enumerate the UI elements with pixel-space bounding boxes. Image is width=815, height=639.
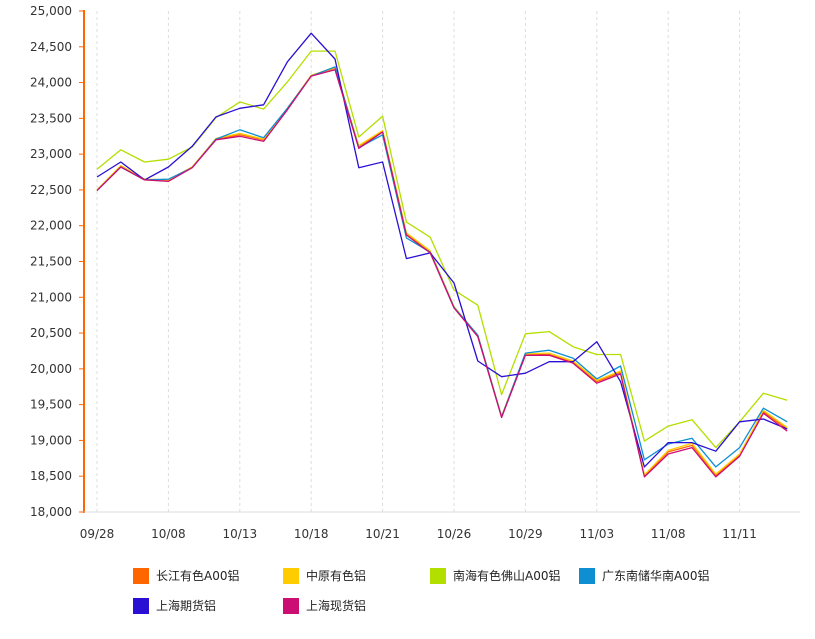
x-tick-label: 11/03 (580, 527, 615, 541)
y-tick-label: 22,000 (30, 219, 72, 233)
x-tick-label: 10/21 (365, 527, 400, 541)
y-tick-label: 19,500 (30, 398, 72, 412)
y-tick-label: 22,500 (30, 183, 72, 197)
y-tick-label: 19,000 (30, 433, 72, 447)
y-tick-label: 23,500 (30, 111, 72, 125)
legend-label: 中原有色铝 (306, 569, 367, 583)
series-lines (96, 32, 788, 478)
y-tick-label: 25,000 (30, 4, 72, 18)
legend-swatch (133, 597, 149, 614)
legend-swatch (133, 567, 149, 584)
legend-label: 长江有色A00铝 (156, 569, 240, 583)
y-tick-label: 24,000 (30, 76, 72, 90)
series-line-4 (96, 32, 788, 468)
y-tick-label: 24,500 (30, 40, 72, 54)
x-tick-label: 10/26 (437, 527, 472, 541)
x-tick-label: 11/11 (722, 527, 757, 541)
legend-swatch (283, 597, 299, 614)
x-axis: 09/28 10/08 10/13 10/18 10/21 10/26 10/29 11/03… (80, 511, 800, 541)
series-line-0 (96, 67, 788, 477)
legend-swatch (283, 567, 299, 584)
y-axis: 18,000 18,500 19,000 19,500 20,000 20,500 21,0… (30, 4, 85, 519)
legend-label: 上海现货铝 (306, 599, 367, 613)
legend-item-changjiang[interactable]: 长江有色A00铝 (133, 567, 239, 584)
legend-item-zhongyuan[interactable]: 中原有色铝 (283, 567, 366, 584)
legend-label: 上海期货铝 (156, 599, 217, 613)
series-line-1 (96, 66, 788, 476)
y-tick-label: 21,000 (30, 290, 72, 304)
legend-item-shfe[interactable]: 上海期货铝 (133, 597, 216, 614)
series-line-2 (96, 50, 788, 449)
series-line-3 (96, 66, 788, 468)
y-tick-label: 23,000 (30, 147, 72, 161)
legend-label: 广东南储华南A00铝 (602, 569, 710, 583)
legend-swatch (579, 567, 595, 584)
x-tick-label: 10/29 (508, 527, 543, 541)
y-tick-label: 20,000 (30, 362, 72, 376)
y-tick-label: 20,500 (30, 326, 72, 340)
x-tick-label: 10/18 (294, 527, 329, 541)
y-tick-label: 18,500 (30, 469, 72, 483)
x-tick-label: 11/08 (651, 527, 686, 541)
x-tick-label: 10/08 (151, 527, 186, 541)
y-tick-label: 18,000 (30, 505, 72, 519)
legend-swatch (430, 567, 446, 584)
y-tick-label: 21,500 (30, 255, 72, 269)
legend-item-nanhai[interactable]: 南海有色佛山A00铝 (430, 567, 560, 584)
legend-label: 南海有色佛山A00铝 (453, 569, 561, 583)
series-line-5 (96, 69, 788, 478)
x-tick-label: 09/28 (80, 527, 115, 541)
x-tick-label: 10/13 (223, 527, 258, 541)
legend-item-shanghai-spot[interactable]: 上海现货铝 (283, 597, 366, 614)
legend-item-guangdong[interactable]: 广东南储华南A00铝 (579, 567, 709, 584)
